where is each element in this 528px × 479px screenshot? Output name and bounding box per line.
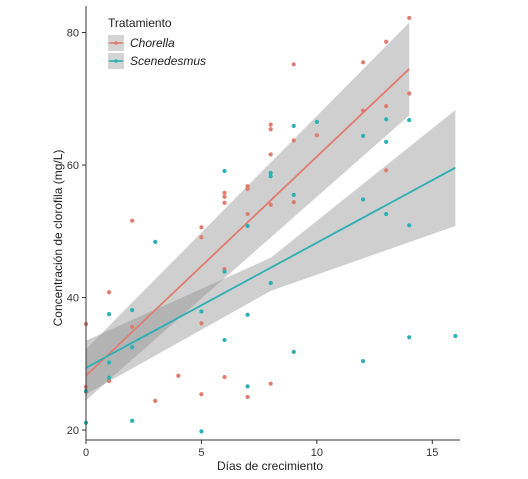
- data-point-scenedesmus: [360, 197, 366, 202]
- data-point-scenedesmus: [106, 312, 112, 317]
- data-point-scenedesmus: [245, 312, 250, 317]
- legend-key-point: [114, 59, 118, 63]
- legend-label: Chorella: [130, 36, 175, 50]
- data-point-scenedesmus: [106, 375, 112, 380]
- data-point-chorella: [199, 235, 204, 240]
- data-point-scenedesmus: [153, 239, 158, 244]
- data-point-scenedesmus: [314, 119, 319, 125]
- data-point-chorella: [268, 127, 273, 132]
- data-point-scenedesmus: [130, 418, 135, 423]
- data-point-chorella: [360, 108, 366, 113]
- ci-band-chorella: [86, 22, 410, 401]
- data-point-scenedesmus: [384, 117, 389, 122]
- data-point-chorella: [407, 15, 412, 21]
- data-point-chorella: [130, 324, 135, 329]
- data-point-chorella: [384, 103, 389, 109]
- data-point-chorella: [245, 211, 250, 217]
- data-point-scenedesmus: [384, 139, 389, 144]
- x-tick-label: 10: [311, 447, 323, 459]
- data-point-chorella: [222, 374, 227, 380]
- data-point-chorella: [222, 194, 227, 199]
- data-point-chorella: [176, 373, 181, 378]
- legend-entry-scenedesmus: Scenedesmus: [108, 53, 206, 69]
- trend-lines: [85, 68, 456, 377]
- x-tick-label: 0: [83, 447, 89, 459]
- data-point-scenedesmus: [199, 429, 204, 434]
- data-point-scenedesmus: [268, 170, 273, 176]
- data-point-chorella: [384, 168, 389, 173]
- data-point-chorella: [268, 381, 273, 386]
- data-point-chorella: [314, 133, 319, 138]
- data-point-chorella: [407, 91, 412, 96]
- data-point-chorella: [130, 218, 135, 223]
- data-point-chorella: [245, 186, 250, 191]
- data-point-chorella: [268, 152, 273, 157]
- data-point-scenedesmus: [453, 333, 458, 339]
- data-point-scenedesmus: [245, 384, 250, 389]
- data-point-scenedesmus: [222, 269, 227, 274]
- y-axis-title: Concentración de clorofila (mg/L): [51, 150, 65, 327]
- legend: Tratamiento Chorella Scenedesmus: [108, 16, 206, 69]
- data-point-scenedesmus: [130, 308, 135, 313]
- data-point-chorella: [199, 392, 204, 397]
- data-point-chorella: [153, 398, 158, 404]
- data-point-chorella: [384, 39, 389, 44]
- data-point-chorella: [222, 200, 227, 205]
- data-point-scenedesmus: [407, 335, 412, 340]
- x-tick-label: 5: [198, 447, 204, 459]
- ci-band-scenedesmus: [86, 110, 456, 395]
- x-axis-title: Días de crecimiento: [217, 459, 323, 473]
- data-point-chorella: [222, 190, 227, 195]
- data-point-chorella: [106, 290, 112, 295]
- legend-label: Scenedesmus: [130, 54, 206, 68]
- data-point-scenedesmus: [245, 223, 250, 229]
- data-point-scenedesmus: [291, 123, 296, 129]
- data-point-chorella: [199, 321, 204, 326]
- data-point-scenedesmus: [222, 168, 227, 174]
- legend-key-point: [114, 41, 118, 45]
- data-points: [83, 15, 458, 434]
- y-tick-label: 20: [67, 425, 79, 437]
- data-point-chorella: [360, 60, 366, 65]
- confidence-bands: [86, 22, 456, 401]
- data-point-scenedesmus: [407, 117, 412, 123]
- data-point-chorella: [199, 225, 204, 230]
- data-point-scenedesmus: [384, 211, 389, 217]
- y-tick-label: 40: [67, 293, 79, 305]
- trend-line-chorella: [85, 68, 410, 377]
- data-point-scenedesmus: [268, 280, 273, 286]
- data-point-scenedesmus: [291, 349, 296, 354]
- y-tick-label: 60: [67, 160, 79, 172]
- data-point-chorella: [291, 200, 296, 205]
- y-tick-label: 80: [67, 28, 79, 40]
- data-point-scenedesmus: [407, 223, 412, 228]
- data-point-chorella: [268, 202, 273, 207]
- x-tick-label: 15: [426, 447, 438, 459]
- data-point-chorella: [106, 378, 112, 384]
- axes: 0 5 10 15 20 40 60 80: [67, 6, 460, 459]
- data-point-chorella: [268, 122, 273, 127]
- data-point-scenedesmus: [360, 359, 366, 364]
- data-point-chorella: [245, 394, 250, 400]
- data-point-scenedesmus: [291, 192, 296, 197]
- legend-items: Chorella Scenedesmus: [108, 35, 206, 69]
- data-point-scenedesmus: [199, 309, 204, 314]
- data-point-scenedesmus: [360, 133, 366, 138]
- data-point-scenedesmus: [268, 174, 273, 179]
- data-point-chorella: [291, 138, 296, 143]
- data-point-scenedesmus: [130, 345, 135, 350]
- data-point-scenedesmus: [222, 337, 227, 343]
- legend-title: Tratamiento: [108, 16, 172, 30]
- legend-entry-chorella: Chorella: [108, 35, 175, 51]
- data-point-chorella: [291, 62, 296, 67]
- data-point-scenedesmus: [106, 360, 112, 365]
- trend-line-scenedesmus: [85, 166, 456, 369]
